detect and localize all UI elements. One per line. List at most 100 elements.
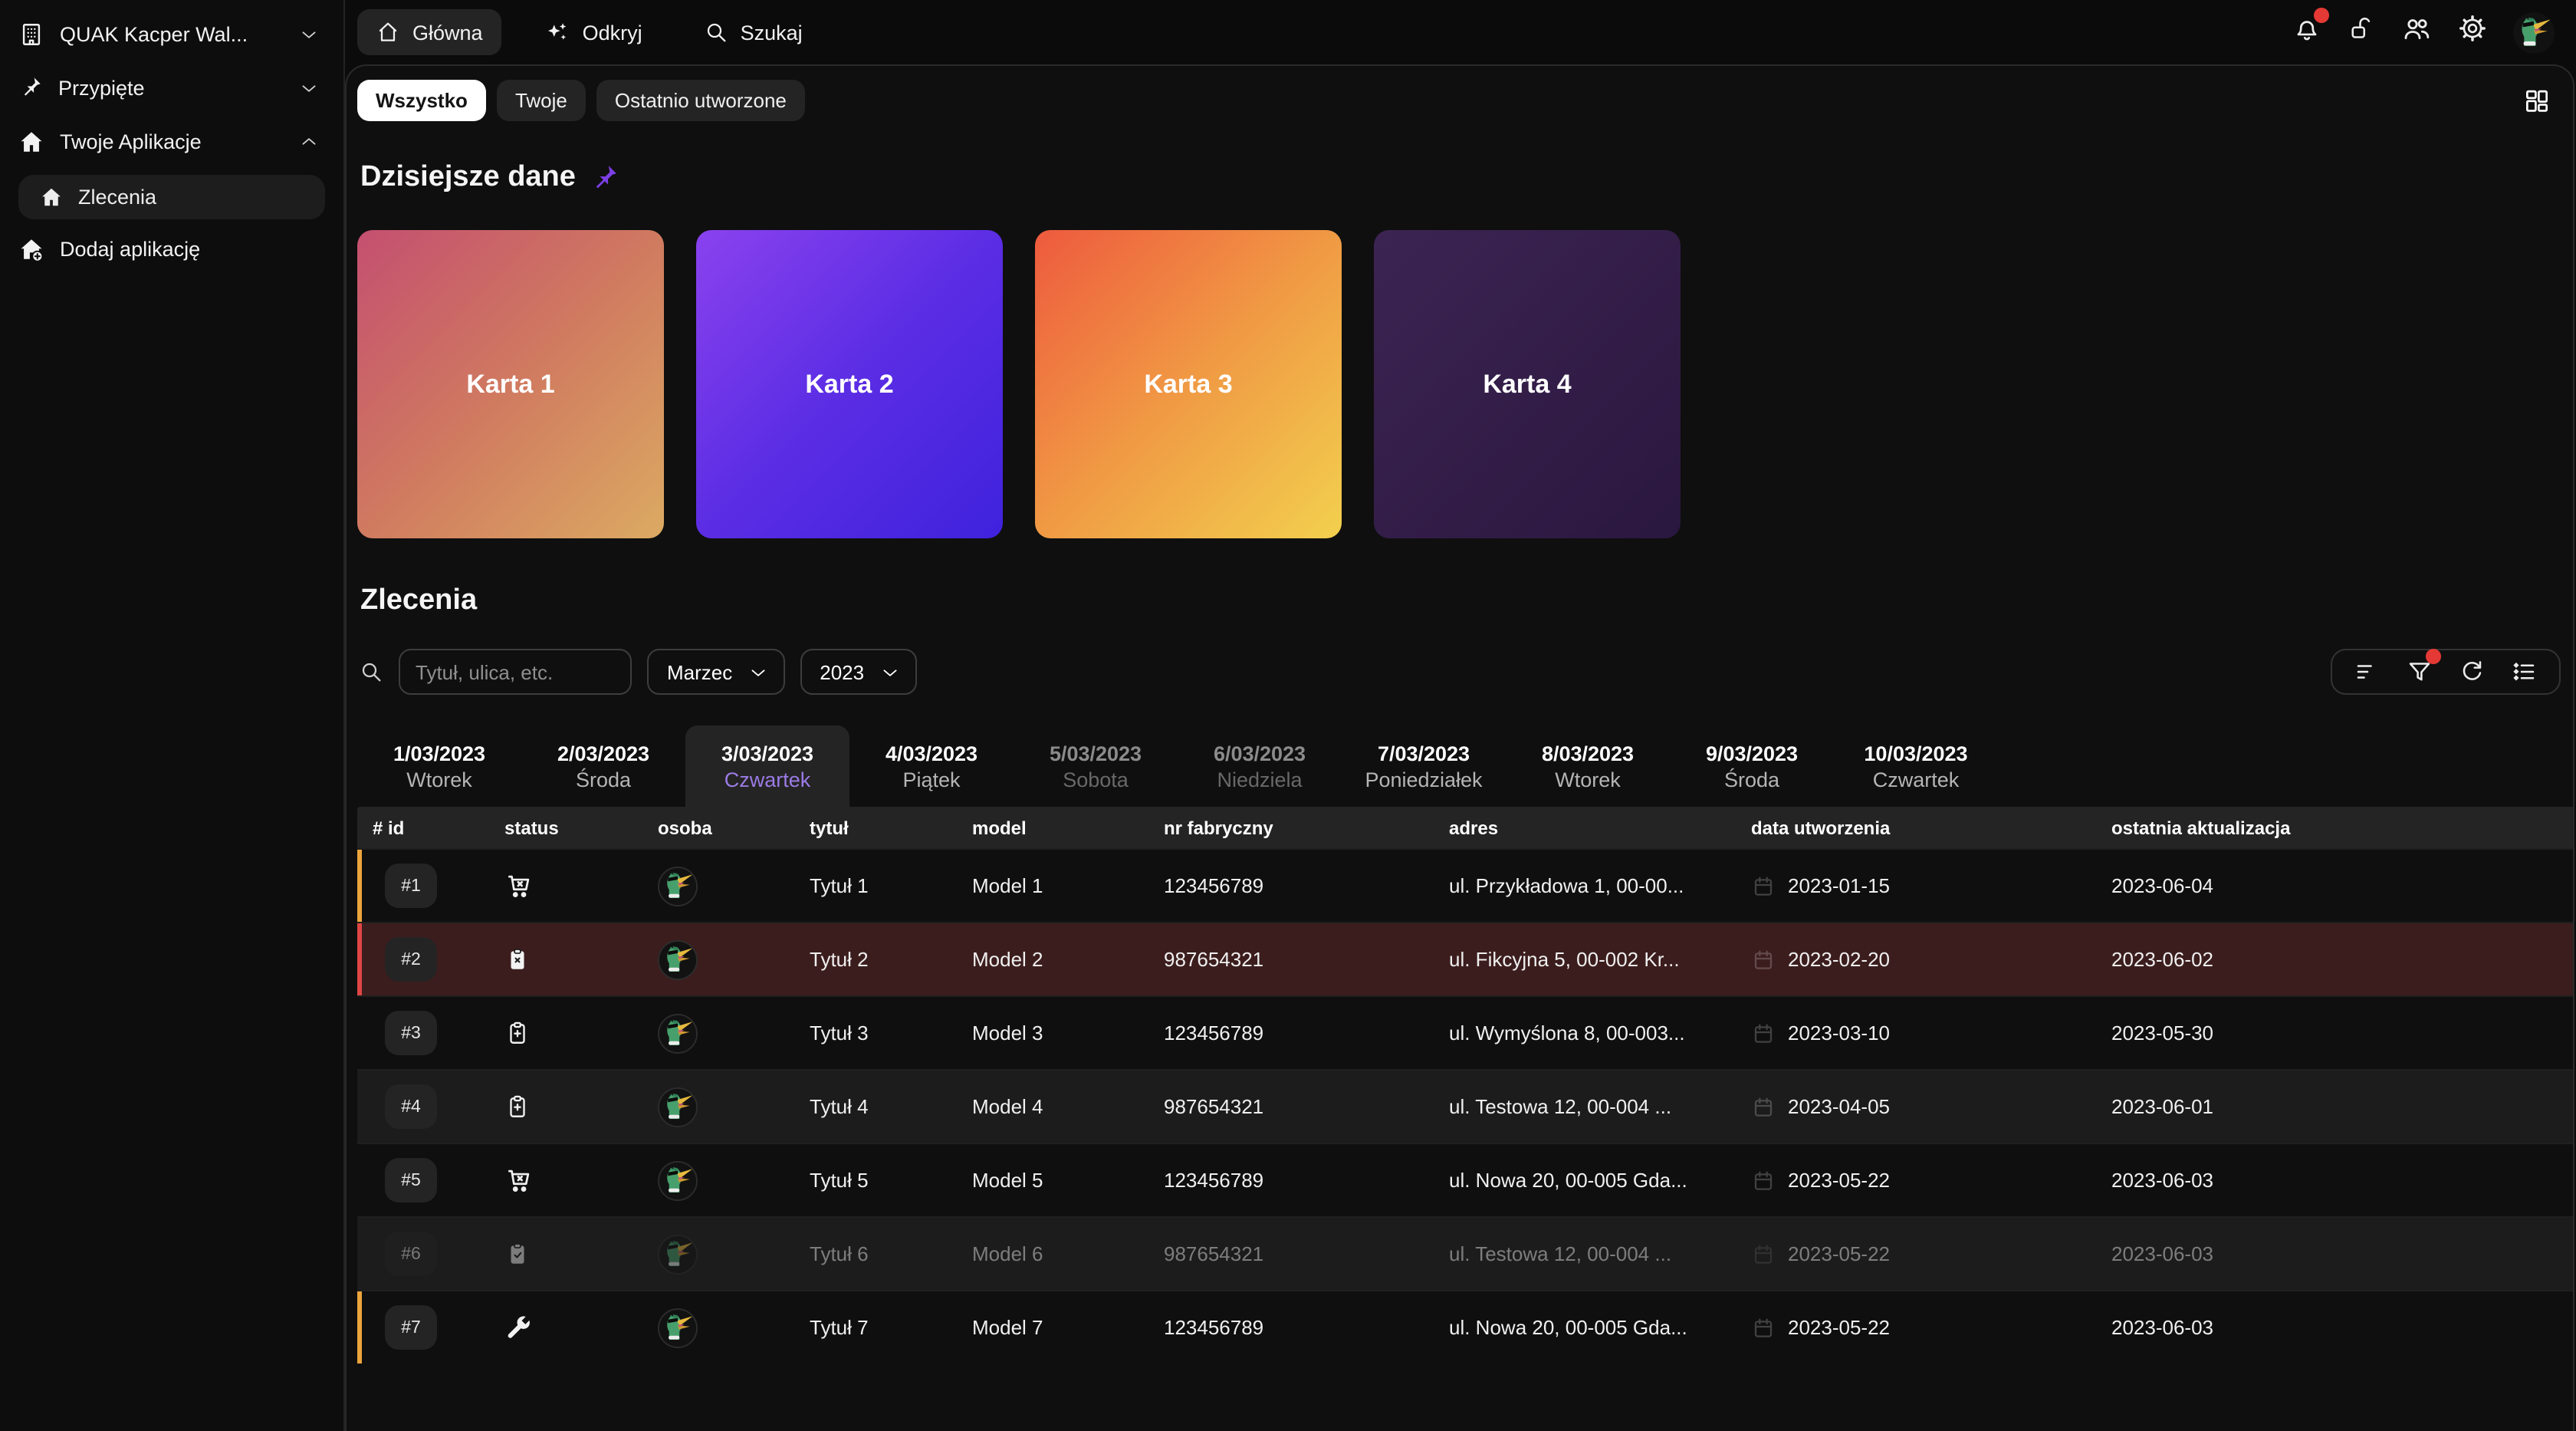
day-tab-3-03-2023[interactable]: 3/03/2023 Czwartek [685,725,849,807]
clipboard-check-icon [504,1241,531,1267]
cell-person [642,866,794,906]
filter-chip-label: Twoje [514,89,567,112]
nav-item-label: Główna [412,21,483,44]
today-card-3[interactable]: Karta 3 [1035,230,1342,538]
day-tab-7-03-2023[interactable]: 7/03/2023 Poniedziałek [1342,725,1506,807]
sidebar-section-your-apps[interactable]: Twoje Aplikacje [18,121,325,161]
day-tab-date: 9/03/2023 [1705,742,1799,765]
table-column-header[interactable]: data utworzenia [1751,817,1891,838]
card-label: Karta 1 [466,369,555,398]
filter-chip-0[interactable]: Wszystko [357,80,486,121]
day-tab-weekday: Czwartek [724,768,811,791]
person-avatar [658,1234,698,1274]
cell-created: 2023-01-15 [1736,873,2096,898]
cell-id: #4 [357,1084,489,1129]
table-column-header[interactable]: nr fabryczny [1164,817,1273,838]
table-column-header[interactable]: # id [373,817,405,838]
table-body: #1 Tytuł 1 Model 1 123456789 ul. Przykła… [357,848,2573,1364]
day-tab-9-03-2023[interactable]: 9/03/2023 Środa [1670,725,1834,807]
notifications-button[interactable] [2292,8,2329,51]
table-column-header[interactable]: status [504,817,559,838]
orders-section-header: Zlecenia [360,584,477,618]
layout-toggle-button[interactable] [2522,86,2551,115]
sidebar-item-label: Zlecenia [78,186,157,209]
cell-id: #5 [357,1158,489,1202]
day-tab-5-03-2023[interactable]: 5/03/2023 Sobota [1014,725,1178,807]
orders-search-input[interactable] [399,649,632,695]
sidebar: QUAK Kacper Wal... Przypięte Twoje Aplikac… [0,0,345,1431]
day-tab-weekday: Wtorek [1555,768,1621,791]
refresh-button[interactable] [2446,650,2498,693]
filter-icon [2406,658,2433,686]
chevron-down-icon [299,24,319,44]
table-column-header[interactable]: ostatnia aktualizacja [2111,817,2291,838]
calendar-icon [1751,1315,1776,1340]
cell-updated: 2023-06-03 [2111,1242,2213,1265]
day-tab-6-03-2023[interactable]: 6/03/2023 Niedziela [1178,725,1342,807]
day-tab-date: 2/03/2023 [557,742,650,765]
month-select[interactable]: Marzec [647,649,785,695]
nav-search[interactable]: Szukaj [685,9,821,55]
day-tab-10-03-2023[interactable]: 10/03/2023 Czwartek [1834,725,1998,807]
sidebar-item-label: Dodaj aplikację [60,237,201,260]
filter-chip-label: Ostatnio utworzone [614,89,787,112]
day-tab-1-03-2023[interactable]: 1/03/2023 Wtorek [357,725,521,807]
lock-button[interactable] [2348,15,2375,50]
table-row[interactable]: #1 Tytuł 1 Model 1 123456789 ul. Przykła… [357,848,2573,922]
task-list-button[interactable] [2498,650,2550,693]
orders-section-title: Zlecenia [360,584,478,617]
today-card-4[interactable]: Karta 4 [1374,230,1681,538]
day-tab-2-03-2023[interactable]: 2/03/2023 Środa [521,725,685,807]
sort-button[interactable] [2341,650,2394,693]
day-tabs: 1/03/2023 Wtorek 2/03/2023 Środa 3/03/20… [357,725,1998,807]
day-tab-weekday: Sobota [1063,768,1129,791]
cell-title: Tytuł 7 [810,1316,869,1339]
year-select[interactable]: 2023 [800,649,917,695]
clipboard-plus-icon [504,1094,531,1120]
today-card-2[interactable]: Karta 2 [696,230,1003,538]
table-row[interactable]: #5 Tytuł 5 Model 5 123456789 ul. Nowa 20… [357,1143,2573,1216]
day-tab-8-03-2023[interactable]: 8/03/2023 Wtorek [1506,725,1670,807]
day-tab-date: 6/03/2023 [1213,742,1306,765]
filter-button[interactable] [2394,649,2446,693]
user-avatar[interactable] [2513,12,2555,53]
table-row[interactable]: #6 Tytuł 6 Model 6 987654321 ul. Testowa… [357,1216,2573,1290]
house-icon [18,128,44,154]
id-badge: #3 [385,1011,437,1055]
table-column-header[interactable]: adres [1449,817,1499,838]
cell-created: 2023-03-10 [1736,1021,2096,1045]
today-card-1[interactable]: Karta 1 [357,230,664,538]
table-row[interactable]: #3 Tytuł 3 Model 3 123456789 ul. Wymyślo… [357,995,2573,1069]
table-column-header[interactable]: osoba [658,817,712,838]
table-column-header[interactable]: model [972,817,1027,838]
table-row[interactable]: #7 Tytuł 7 Model 7 123456789 ul. Nowa 20… [357,1290,2573,1364]
sidebar-item-add-app[interactable]: Dodaj aplikację [18,229,325,268]
table-row[interactable]: #2 Tytuł 2 Model 2 987654321 ul. Fikcyjn… [357,922,2573,995]
table-header: # id status osoba tytuł model nr fabryczny adr… [357,807,2573,848]
table-row[interactable]: #4 Tytuł 4 Model 4 987654321 ul. Testowa… [357,1069,2573,1143]
sparkles-icon [544,19,570,45]
filter-chip-1[interactable]: Twoje [496,80,586,121]
cell-status [489,1241,642,1267]
workspace-switcher[interactable]: QUAK Kacper Wal... [18,14,325,54]
day-tab-date: 3/03/2023 [721,742,814,765]
nav-discover[interactable]: Odkryj [526,9,661,55]
refresh-icon [2458,658,2486,686]
table-column-header[interactable]: tytuł [810,817,849,838]
day-tab-weekday: Niedziela [1217,768,1303,791]
filter-active-badge [2426,649,2441,664]
settings-button[interactable] [2458,14,2487,51]
today-section-header: Dzisiejsze dane [360,161,620,195]
sidebar-item-zlecenia[interactable]: Zlecenia [18,175,325,219]
cell-serial: 123456789 [1164,874,1264,897]
gear-icon [2458,14,2487,43]
nav-home[interactable]: Główna [357,9,501,55]
cell-serial: 123456789 [1164,1169,1264,1192]
nav-item-label: Odkryj [582,21,642,44]
day-tab-4-03-2023[interactable]: 4/03/2023 Piątek [849,725,1014,807]
users-button[interactable] [2401,13,2432,51]
sidebar-section-pinned[interactable]: Przypięte [18,67,325,107]
filter-chip-2[interactable]: Ostatnio utworzone [596,80,805,121]
cell-address: ul. Nowa 20, 00-005 Gda... [1449,1316,1687,1339]
cell-model: Model 5 [972,1169,1043,1192]
